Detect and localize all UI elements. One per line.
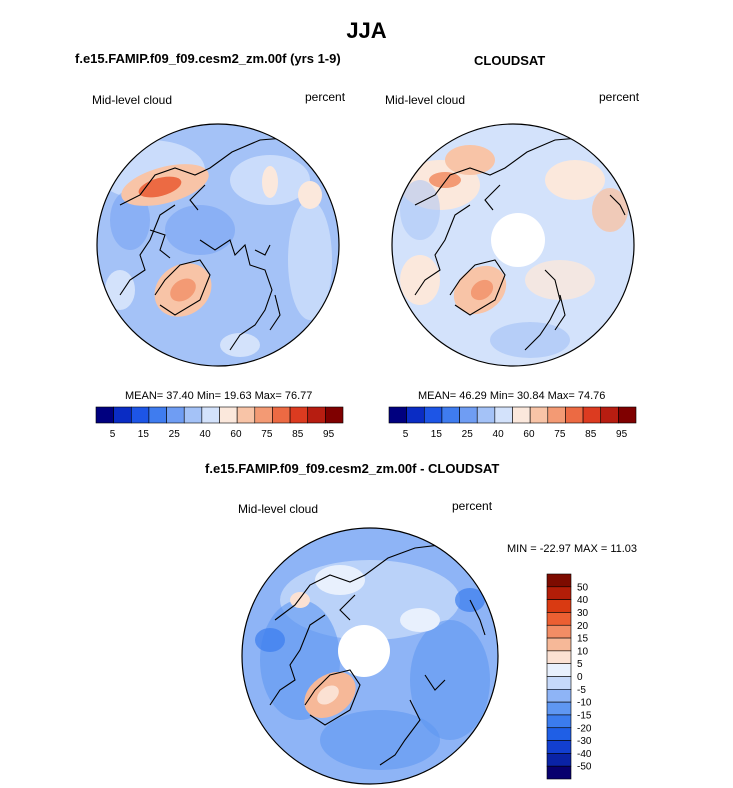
panel3-colorbar-tick-label: 50 xyxy=(577,582,589,593)
panel2-colorbar-box xyxy=(459,406,478,424)
panel2-stats: MEAN= 46.29 Min= 30.84 Max= 74.76 xyxy=(418,390,606,402)
panel2-map xyxy=(391,123,635,367)
panel3-title: f.e15.FAMIP.f09_f09.cesm2_zm.00f - CLOUD… xyxy=(205,461,500,476)
panel1-colorbar-box xyxy=(307,406,326,424)
panel1-colorbar-box xyxy=(113,406,132,424)
panel3-colorbar-box xyxy=(546,753,572,767)
panel3-colorbar-tick-label: -15 xyxy=(577,710,592,721)
panel2-colorbar-tick-label: 5 xyxy=(403,429,409,440)
panel3-colorbar-box xyxy=(546,727,572,741)
panel2-colorbar-box xyxy=(618,406,637,424)
panel2-colorbar-box xyxy=(441,406,460,424)
panel1-colorbar-box xyxy=(148,406,167,424)
panel3-colorbar-box xyxy=(546,663,572,677)
panel3-colorbar-tick-label: 10 xyxy=(577,646,589,657)
panel1-colorbar-box xyxy=(201,406,220,424)
panel1-colorbar-tick-label: 5 xyxy=(110,429,116,440)
panel3-map xyxy=(241,527,499,785)
panel2-colorbar-tick-label: 85 xyxy=(585,429,597,440)
panel1-colorbar-tick-label: 15 xyxy=(138,429,150,440)
panel2-colorbar-box xyxy=(423,406,443,424)
panel3-colorbar-box xyxy=(546,740,572,754)
panel3-colorbar-box xyxy=(546,650,572,664)
panel1-colorbar: 5 15 25 40 60 75 85 95 xyxy=(95,406,344,440)
panel2-colorbar-box xyxy=(529,406,549,424)
panel3-colorbar-tick-label: -40 xyxy=(577,749,592,760)
panel3-colorbar-tick-label: 5 xyxy=(577,659,583,670)
panel2-colorbar-box xyxy=(600,406,619,424)
panel1-colorbar-tick-label: 25 xyxy=(169,429,181,440)
panel3-colorbar-box xyxy=(546,765,572,780)
panel3-colorbar-box xyxy=(546,676,572,690)
panel3-colorbar-tick-label: -50 xyxy=(577,762,592,773)
panel1-colorbar-box xyxy=(325,406,344,424)
panel1-colorbar-box xyxy=(219,406,238,424)
panel3-colorbar-box xyxy=(546,599,572,613)
panel3-stats: MIN = -22.97 MAX = 11.03 xyxy=(507,543,638,555)
panel2-colorbar-box xyxy=(512,406,531,424)
panel2-colorbar-box xyxy=(406,406,425,424)
panel1-title: f.e15.FAMIP.f09_f09.cesm2_zm.00f (yrs 1-… xyxy=(75,51,341,66)
panel2-colorbar-box xyxy=(547,406,566,424)
panel2-colorbar-box xyxy=(582,406,602,424)
panel1-colorbar-box xyxy=(95,406,114,424)
panel3-colorbar-tick-label: -5 xyxy=(577,685,586,696)
panel3-variable-label: Mid-level cloud xyxy=(238,502,319,516)
panel1-variable-label: Mid-level cloud xyxy=(92,93,173,107)
figure-title: JJA xyxy=(346,18,387,43)
panel3-colorbar-tick-label: -20 xyxy=(577,723,592,734)
panel3-colorbar-tick-label: -10 xyxy=(577,698,592,709)
panel2-variable-label: Mid-level cloud xyxy=(385,93,466,107)
panel2-colorbar-box xyxy=(565,406,584,424)
panel3-colorbar-box xyxy=(546,624,572,639)
panel2-units-label: percent xyxy=(599,90,640,104)
panel2-colorbar-tick-label: 15 xyxy=(431,429,443,440)
panel1-map xyxy=(96,123,340,367)
panel2-colorbar-tick-label: 75 xyxy=(554,429,566,440)
panel2-colorbar-tick-label: 60 xyxy=(523,429,535,440)
panel3-colorbar-box xyxy=(546,573,572,588)
panel2-colorbar-tick-label: 95 xyxy=(616,429,628,440)
panel1-colorbar-tick-label: 95 xyxy=(323,429,335,440)
panel3-colorbar-tick-label: 20 xyxy=(577,621,589,632)
panel3-colorbar-box xyxy=(546,689,572,703)
panel2-colorbar-tick-label: 40 xyxy=(493,429,505,440)
panel1-colorbar-tick-label: 40 xyxy=(200,429,212,440)
panel3-colorbar-box xyxy=(546,586,572,600)
panel1-units-label: percent xyxy=(305,90,346,104)
panel3-colorbar-tick-label: -30 xyxy=(577,736,592,747)
panel1-colorbar-tick-label: 85 xyxy=(292,429,304,440)
panel2-colorbar-box xyxy=(476,406,496,424)
panel1-colorbar-tick-label: 75 xyxy=(261,429,273,440)
panel2-title: CLOUDSAT xyxy=(474,53,546,68)
panel1-colorbar-tick-label: 60 xyxy=(230,429,242,440)
panel1-colorbar-box xyxy=(166,406,185,424)
panel2-colorbar-box xyxy=(388,406,407,424)
panel1-colorbar-box xyxy=(130,406,150,424)
panel1-colorbar-box xyxy=(289,406,309,424)
panel2-colorbar-tick-label: 25 xyxy=(462,429,474,440)
panel3-colorbar-box xyxy=(546,612,572,626)
panel2-colorbar-box xyxy=(494,406,513,424)
panel3-colorbar-tick-label: 0 xyxy=(577,672,583,683)
panel1-colorbar-box xyxy=(272,406,291,424)
panel3-units-label: percent xyxy=(452,499,493,513)
panel1-colorbar-box xyxy=(183,406,203,424)
panel2-colorbar: 5 15 25 40 60 75 85 95 xyxy=(388,406,637,440)
panel3-colorbar-box xyxy=(546,637,572,652)
panel1-stats: MEAN= 37.40 Min= 19.63 Max= 76.77 xyxy=(125,390,313,402)
panel3-colorbar-tick-label: 15 xyxy=(577,634,589,645)
panel3-colorbar-tick-label: 40 xyxy=(577,595,589,606)
panel3-colorbar-tick-label: 30 xyxy=(577,608,589,619)
panel3-colorbar-box xyxy=(546,701,572,716)
panel3-colorbar-box xyxy=(546,714,572,729)
panel1-colorbar-box xyxy=(236,406,256,424)
panel1-colorbar-box xyxy=(254,406,273,424)
